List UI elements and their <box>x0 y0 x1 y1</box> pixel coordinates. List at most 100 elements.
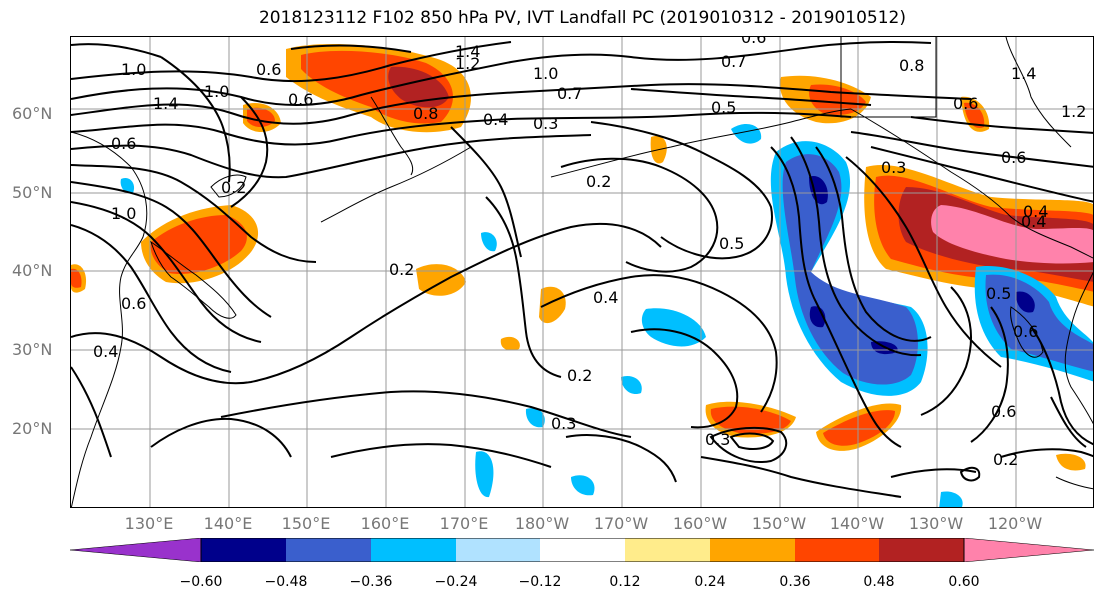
contour-label: 0.3 <box>881 158 906 177</box>
colorbar-segment <box>201 538 286 562</box>
lat-label: 50°N <box>12 183 53 202</box>
contour-label: 1.0 <box>121 60 146 79</box>
lat-label: 30°N <box>12 340 53 359</box>
colorbar-extend-max <box>963 538 1095 562</box>
colorbar-tick: −0.12 <box>518 574 562 590</box>
colorbar-segment <box>540 538 625 562</box>
contour-label: 0.5 <box>986 284 1011 303</box>
colorbar-extend-min <box>70 538 202 562</box>
colorbar-tick: 0.36 <box>779 574 811 590</box>
lon-label: 170°E <box>439 514 489 533</box>
pv-negative-region <box>475 451 494 498</box>
contour-label: 0.4 <box>93 342 118 361</box>
contour-label: 0.6 <box>121 294 146 313</box>
ivt-contours <box>71 41 1093 498</box>
contour-label: 0.6 <box>953 94 978 113</box>
contour-label: 0.2 <box>567 366 592 385</box>
lon-label: 140°W <box>829 514 885 533</box>
contour-label: 0.7 <box>721 52 746 71</box>
contour-label: 0.6 <box>111 134 136 153</box>
contour-labels: 1.4 1.2 1.0 0.6 1.0 1.4 0.6 1.0 0.7 0.6 … <box>93 37 1086 469</box>
contour-label: 0.6 <box>256 60 281 79</box>
pv-negative-region <box>525 408 545 428</box>
contour-label: 0.4 <box>1021 212 1046 231</box>
contour-label: 0.4 <box>593 288 618 307</box>
lon-label: 160°E <box>360 514 410 533</box>
contour-label: 1.0 <box>533 64 558 83</box>
pv-shading <box>71 43 1093 507</box>
contour-label: 1.4 <box>455 42 480 61</box>
colorbar-segment <box>625 538 710 562</box>
pv-negative-region <box>571 475 595 496</box>
pv-negative-region <box>621 375 642 395</box>
contour-label: 1.0 <box>111 204 136 223</box>
contour-label: 0.6 <box>1013 322 1038 341</box>
pv-positive-region <box>1056 453 1086 471</box>
pv-positive-region <box>416 264 466 296</box>
colorbar-segment <box>710 538 795 562</box>
lon-label: 150°E <box>281 514 331 533</box>
contour-label: 0.4 <box>1023 202 1048 221</box>
contour-label: 0.4 <box>483 110 508 129</box>
pv-negative-region <box>1015 291 1035 313</box>
pv-positive-region <box>539 286 566 324</box>
pv-negative-region <box>641 308 706 347</box>
contour-label: 0.8 <box>899 56 924 75</box>
colorbar-segment <box>286 538 371 562</box>
colorbar-segment <box>456 538 540 562</box>
pv-negative-region <box>731 124 762 144</box>
contour-label: 1.2 <box>455 54 480 73</box>
contour-label: 0.3 <box>705 430 730 449</box>
colorbar-tick: 0.12 <box>609 574 641 590</box>
lat-label: 40°N <box>12 261 53 280</box>
coastlines <box>71 37 1093 507</box>
pv-positive-region <box>931 205 1093 264</box>
pv-negative-region <box>809 176 828 205</box>
contour-label: 0.6 <box>991 402 1016 421</box>
colorbar-tick: −0.36 <box>349 574 393 590</box>
contour-label: 0.5 <box>719 234 744 253</box>
pv-negative-region <box>481 232 497 252</box>
lon-label: 140°E <box>203 514 253 533</box>
contour-label: 1.0 <box>204 82 229 101</box>
contour-label: 0.2 <box>389 260 414 279</box>
contour-label: 1.2 <box>1061 102 1086 121</box>
contour-label: 0.2 <box>221 178 246 197</box>
contour-label: 0.3 <box>551 414 576 433</box>
colorbar-tick: −0.60 <box>179 574 223 590</box>
pv-positive-region <box>823 410 895 446</box>
contour-label: 0.6 <box>288 90 313 109</box>
lat-label: 60°N <box>12 104 53 123</box>
contour-label: 0.2 <box>993 450 1018 469</box>
contour-label: 0.2 <box>586 172 611 191</box>
colorbar-segment <box>371 538 456 562</box>
pv-negative-region <box>782 154 918 385</box>
lon-label: 170°W <box>593 514 649 533</box>
contour-label: 1.4 <box>1011 64 1036 83</box>
contour-label: 0.7 <box>557 84 582 103</box>
lon-label: 130°E <box>124 514 174 533</box>
lon-label: 120°W <box>987 514 1043 533</box>
lat-label: 20°N <box>12 419 53 438</box>
lon-label: 160°W <box>672 514 728 533</box>
colorbar-tick: 0.24 <box>694 574 726 590</box>
pv-positive-region <box>388 66 449 108</box>
lon-label: 130°W <box>908 514 964 533</box>
graticule <box>71 37 1093 507</box>
pv-positive-region <box>71 268 82 288</box>
pv-negative-region <box>939 491 963 507</box>
contour-label: 0.3 <box>533 114 558 133</box>
colorbar-tick: −0.24 <box>434 574 478 590</box>
contour-label: 0.6 <box>741 37 766 47</box>
lon-label: 180°W <box>514 514 570 533</box>
colorbar-tick: 0.48 <box>863 574 895 590</box>
contour-label: 0.8 <box>413 104 438 123</box>
colorbar <box>70 538 1095 562</box>
pv-negative-region <box>120 177 135 194</box>
contour-label: 0.5 <box>711 98 736 117</box>
contour-label: 0.6 <box>1001 148 1026 167</box>
colorbar-segment <box>795 538 879 562</box>
lon-label: 150°W <box>751 514 807 533</box>
colorbar-segment <box>879 538 964 562</box>
map-canvas: 1.4 1.2 1.0 0.6 1.0 1.4 0.6 1.0 0.7 0.6 … <box>71 37 1093 507</box>
